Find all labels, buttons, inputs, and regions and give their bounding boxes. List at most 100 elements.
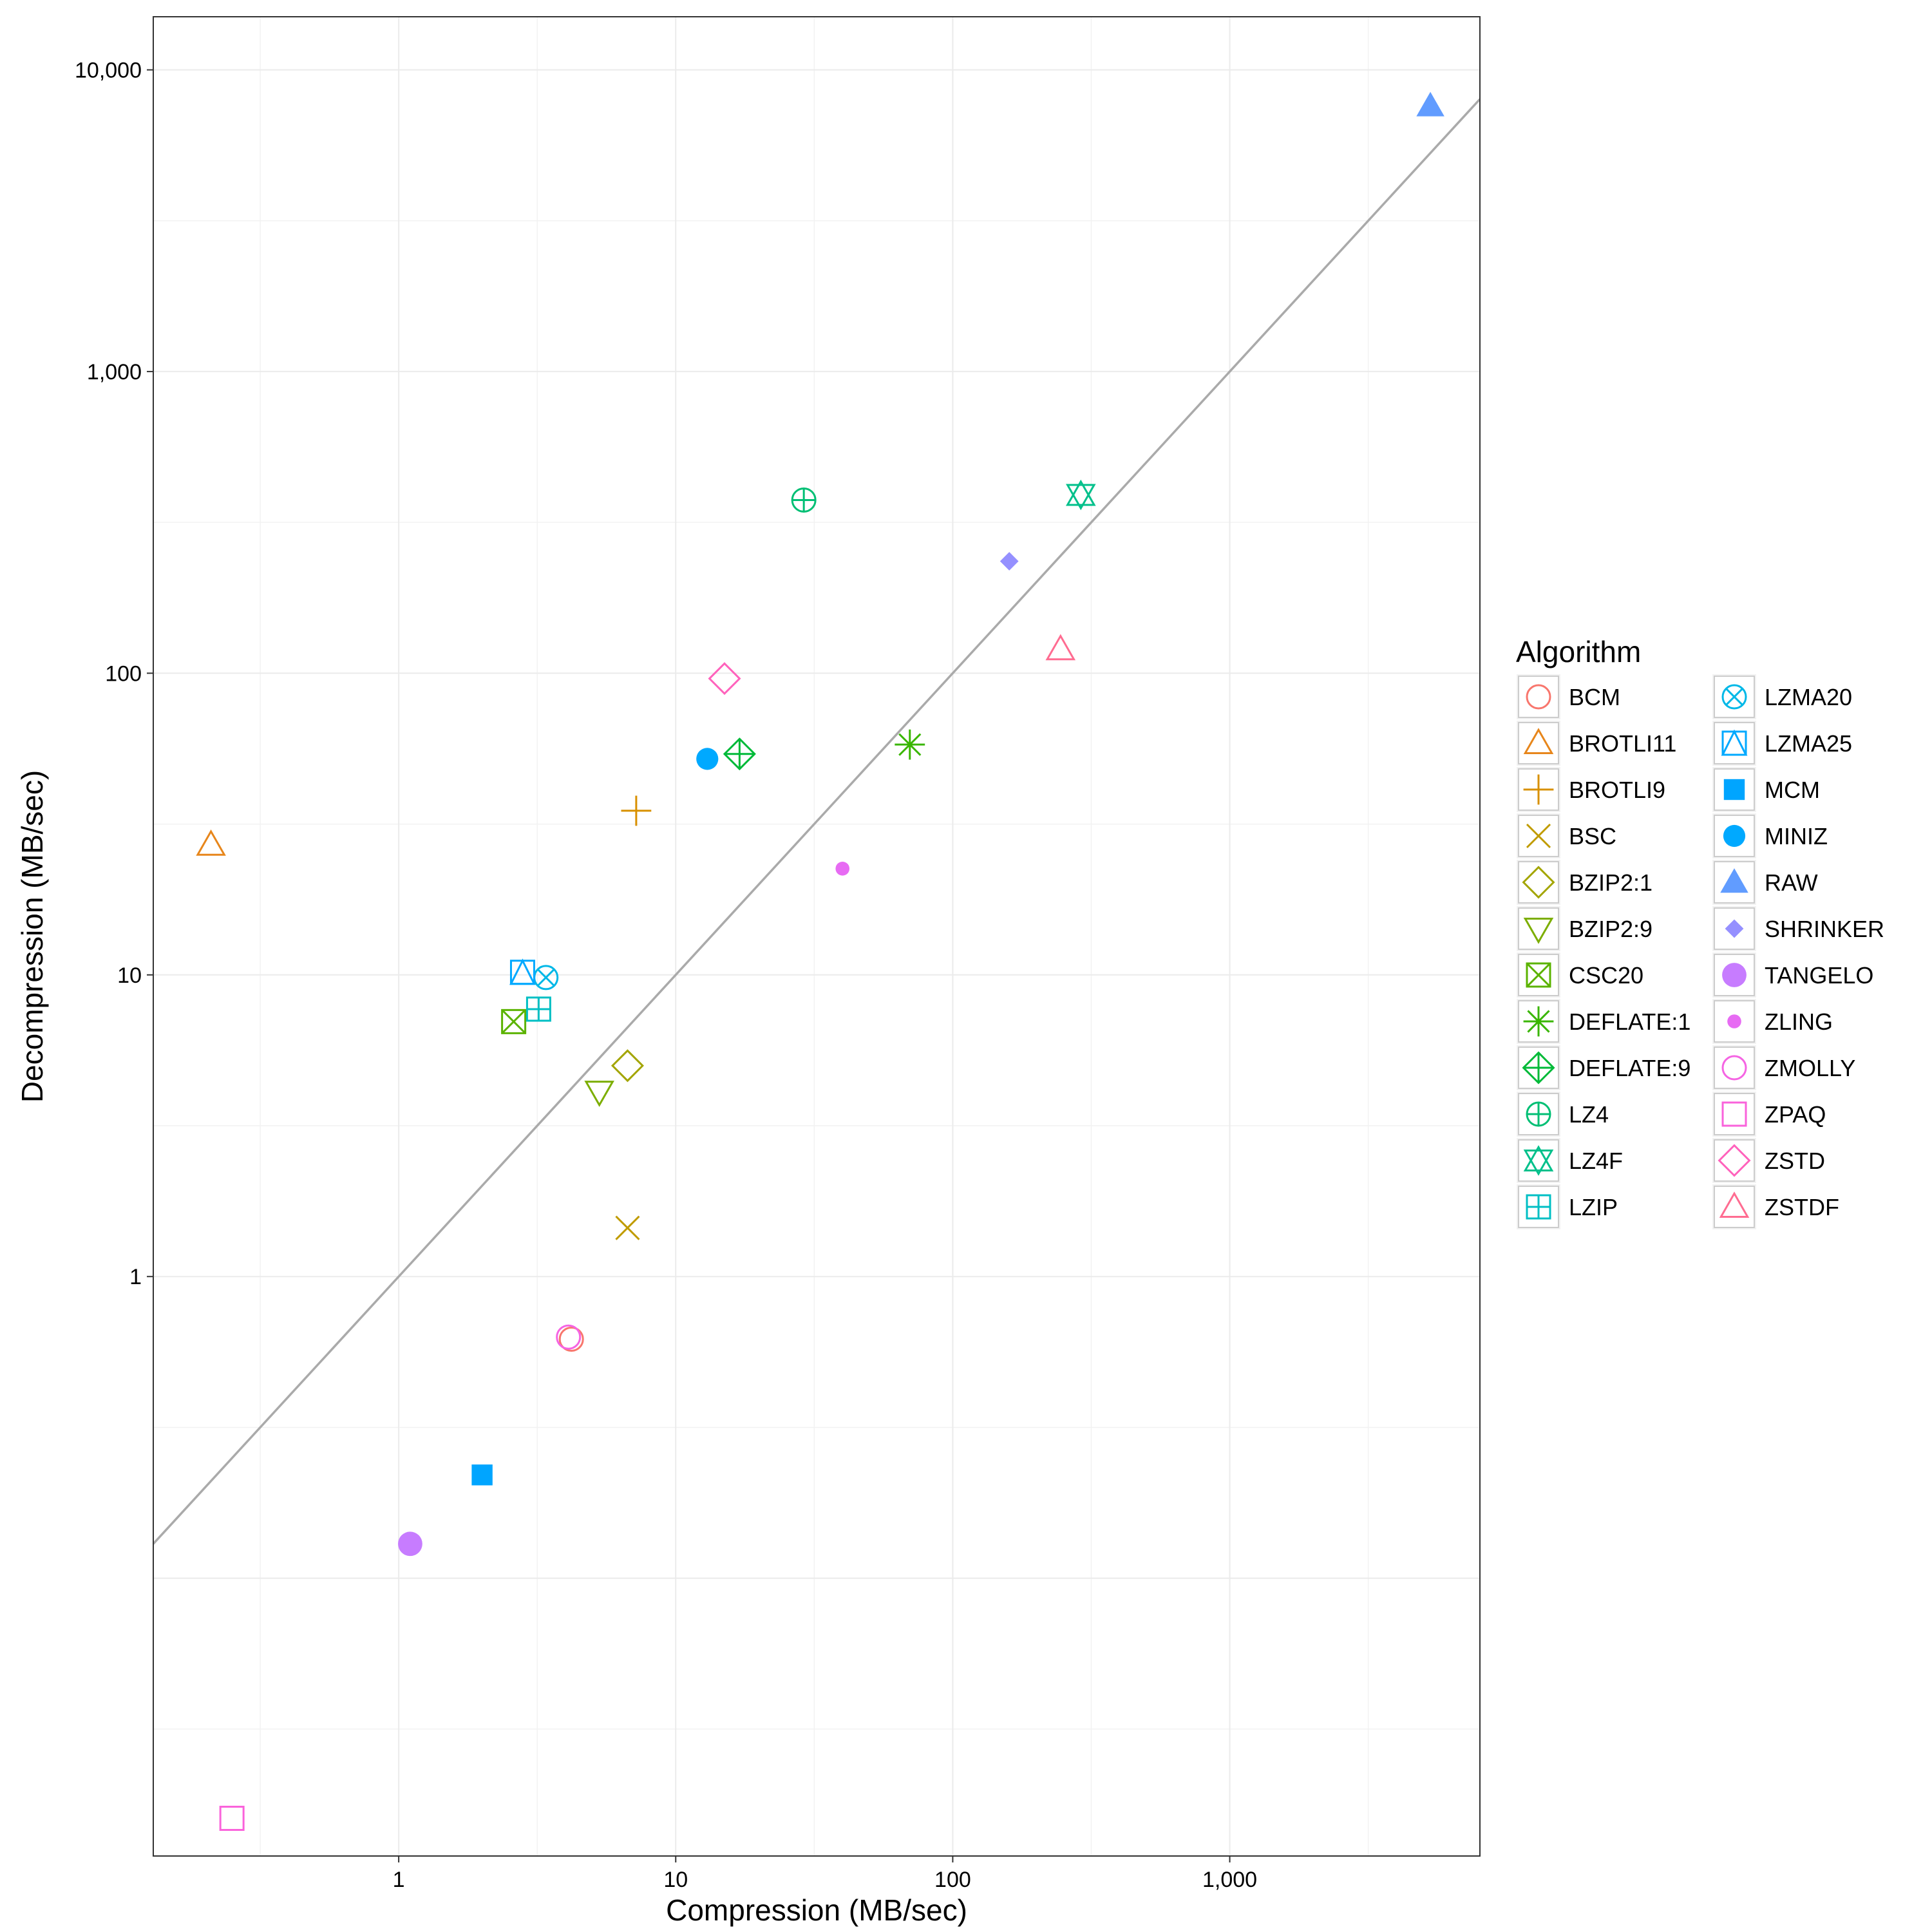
axis-ticks xyxy=(147,69,1231,1862)
legend-label-bsc: BSC xyxy=(1569,823,1616,849)
legend-item-lzma20: LZMA20 xyxy=(1711,673,1852,721)
legend-key-frame xyxy=(1518,1093,1559,1135)
legend-key-shrinker xyxy=(1725,919,1744,938)
legend-key-deflate-9 xyxy=(1522,1051,1555,1084)
point-miniz xyxy=(696,748,719,770)
legend-key-brotli9 xyxy=(1523,774,1554,805)
legend-item-bcm: BCM xyxy=(1515,673,1620,721)
legend-key-frame xyxy=(1714,722,1755,764)
y-tick-label: 10,000 xyxy=(75,58,142,82)
legend-key-lzma20 xyxy=(1721,684,1747,710)
point-deflate-9 xyxy=(723,737,756,771)
legend-item-zstdf: ZSTDF xyxy=(1711,1183,1839,1231)
legend-key-frame xyxy=(1714,1046,1755,1089)
legend-label-brotli11: BROTLI11 xyxy=(1569,730,1676,757)
x-tick-label: 1 xyxy=(393,1868,405,1892)
legend-label-deflate-1: DEFLATE:1 xyxy=(1569,1009,1690,1035)
point-zstdf xyxy=(1045,634,1076,661)
legend-key-zpaq xyxy=(1721,1101,1747,1127)
legend-item-bzip2-1: BZIP2:1 xyxy=(1515,858,1653,906)
legend-key-lz4 xyxy=(1526,1101,1551,1127)
legend-label-bzip2-1: BZIP2:1 xyxy=(1569,869,1653,896)
legend-label-zstdf: ZSTDF xyxy=(1765,1194,1839,1220)
point-bcm xyxy=(558,1326,584,1352)
legend-key-bzip2-9 xyxy=(1523,917,1554,944)
legend-label-shrinker: SHRINKER xyxy=(1765,916,1884,942)
point-brotli9 xyxy=(621,795,652,826)
legend-label-mcm: MCM xyxy=(1765,777,1820,803)
point-lz4 xyxy=(791,487,817,513)
legend-key-lzma25 xyxy=(1721,729,1748,756)
legend-label-lz4f: LZ4F xyxy=(1569,1148,1623,1174)
axis-tick-labels: 1 10 100 1,000 1 10 100 1,000 10,000 xyxy=(75,58,1257,1892)
legend-label-zling: ZLING xyxy=(1765,1009,1833,1035)
legend-item-bzip2-9: BZIP2:9 xyxy=(1515,905,1653,952)
point-deflate-1 xyxy=(895,729,925,760)
legend-label-zmolly: ZMOLLY xyxy=(1765,1055,1855,1081)
point-zstd xyxy=(708,662,741,696)
legend-label-lzma20: LZMA20 xyxy=(1765,684,1852,710)
legend-item-zling: ZLING xyxy=(1711,998,1833,1045)
legend-item-zpaq: ZPAQ xyxy=(1711,1090,1826,1138)
point-zling xyxy=(835,862,850,876)
legend-label-deflate-9: DEFLATE:9 xyxy=(1569,1055,1690,1081)
legend-key-lz4f xyxy=(1523,1145,1554,1176)
y-tick-label: 100 xyxy=(105,661,142,686)
legend-item-miniz: MINIZ xyxy=(1711,812,1828,860)
reference-line xyxy=(152,98,1481,1545)
legend: Algorithm BCM BROTLI11 BROTLI9 BSC BZIP2:1 BZ… xyxy=(1515,635,1884,1231)
legend-key-bzip2-1 xyxy=(1522,866,1555,899)
legend-item-deflate-9: DEFLATE:9 xyxy=(1515,1044,1690,1092)
legend-label-lzip: LZIP xyxy=(1569,1194,1618,1220)
point-brotli11 xyxy=(196,829,226,856)
legend-item-zstd: ZSTD xyxy=(1711,1137,1825,1184)
legend-key-bsc xyxy=(1526,823,1551,849)
point-bzip2-9 xyxy=(584,1081,614,1107)
legend-label-csc20: CSC20 xyxy=(1569,962,1643,989)
legend-key-mcm xyxy=(1723,779,1745,800)
point-lzip xyxy=(526,996,551,1022)
legend-item-lzip: LZIP xyxy=(1515,1183,1618,1231)
data-points xyxy=(196,91,1444,1831)
point-lzma25 xyxy=(509,958,536,985)
legend-items: BCM BROTLI11 BROTLI9 BSC BZIP2:1 BZIP2:9 CSC20… xyxy=(1515,673,1884,1231)
legend-key-lzip xyxy=(1526,1194,1551,1220)
x-tick-label: 1,000 xyxy=(1202,1868,1257,1892)
legend-key-raw xyxy=(1720,868,1748,893)
panel-border xyxy=(153,16,1481,1857)
point-zpaq xyxy=(219,1805,245,1831)
legend-item-lzma25: LZMA25 xyxy=(1711,719,1852,767)
legend-label-lz4: LZ4 xyxy=(1569,1101,1609,1128)
legend-key-frame xyxy=(1518,676,1559,718)
point-lz4f xyxy=(1066,479,1096,511)
legend-item-raw: RAW xyxy=(1711,858,1818,906)
legend-key-tangelo xyxy=(1722,963,1747,987)
legend-key-zmolly xyxy=(1721,1055,1747,1081)
point-bsc xyxy=(615,1215,640,1240)
legend-key-zstdf xyxy=(1719,1191,1750,1218)
legend-item-mcm: MCM xyxy=(1711,766,1820,813)
legend-key-zling xyxy=(1727,1014,1741,1028)
panel-background xyxy=(153,17,1480,1856)
y-tick-label: 1,000 xyxy=(87,360,142,384)
reference-line-group xyxy=(152,98,1481,1545)
legend-label-tangelo: TANGELO xyxy=(1765,962,1873,989)
legend-item-deflate-1: DEFLATE:1 xyxy=(1515,998,1690,1045)
point-csc20 xyxy=(501,1009,527,1034)
legend-item-brotli11: BROTLI11 xyxy=(1515,719,1676,767)
y-tick-label: 1 xyxy=(129,1265,142,1289)
point-zmolly xyxy=(556,1324,582,1350)
legend-item-bsc: BSC xyxy=(1515,812,1616,860)
point-tangelo xyxy=(398,1531,422,1557)
legend-key-deflate-1 xyxy=(1523,1006,1554,1037)
point-shrinker xyxy=(999,552,1019,571)
legend-label-lzma25: LZMA25 xyxy=(1765,730,1852,757)
legend-key-zstd xyxy=(1718,1144,1751,1177)
legend-item-shrinker: SHRINKER xyxy=(1711,905,1884,952)
legend-key-csc20 xyxy=(1526,962,1551,988)
y-axis-title: Decompression (MB/sec) xyxy=(15,770,49,1103)
legend-label-zstd: ZSTD xyxy=(1765,1148,1825,1174)
legend-title: Algorithm xyxy=(1516,635,1641,668)
legend-item-lz4f: LZ4F xyxy=(1515,1137,1623,1184)
